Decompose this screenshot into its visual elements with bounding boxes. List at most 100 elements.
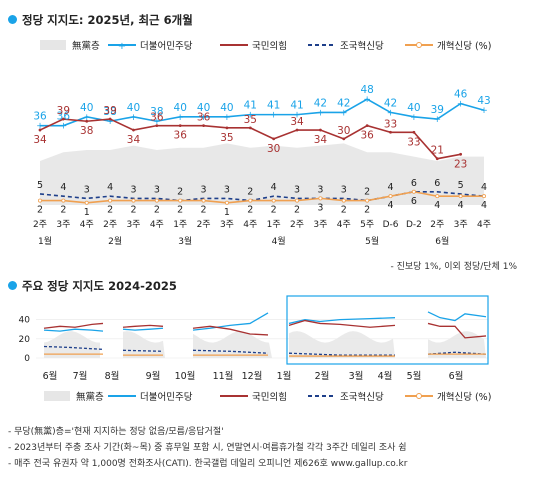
x-week-label: 1주 xyxy=(173,219,187,230)
reform-value-label: 2 xyxy=(294,205,300,216)
minjoo-value-label: 41 xyxy=(244,100,257,112)
minjoo-value-label: 40 xyxy=(220,102,233,114)
ppp-marker xyxy=(319,128,322,132)
reform-marker xyxy=(435,194,440,199)
y-tick-label: 20 xyxy=(19,335,31,345)
ppp-value-label: 34 xyxy=(314,134,328,146)
reform-value-label: 4 xyxy=(434,200,440,211)
reform-marker xyxy=(154,198,159,203)
cho-value-label: 3 xyxy=(224,184,230,195)
x-week-label: 3주 xyxy=(220,219,234,230)
y-tick-label: 40 xyxy=(19,316,31,326)
minjoo-value-label: 39 xyxy=(431,104,444,116)
reform-marker xyxy=(458,194,463,199)
reform-marker xyxy=(388,194,393,199)
footnote-1: - 무당(無黨)층='현재 지지하는 정당 없음/모름/응답거절' xyxy=(8,427,224,437)
legend-reform-marker xyxy=(416,42,422,48)
footnote-2: - 2023년부터 주충 조사 기간(화~목) 중 휴무일 포함 시, 연말연시… xyxy=(8,443,407,453)
x-month-label: 6월 xyxy=(43,370,58,382)
legend-reform-marker xyxy=(416,393,422,399)
cho-value-label: 6 xyxy=(434,178,440,189)
minjoo-value-label: 41 xyxy=(290,100,303,112)
reform-marker xyxy=(61,198,66,203)
cho-value-label: 3 xyxy=(130,184,136,195)
reform-marker xyxy=(411,189,416,194)
x-month-label: 2월 xyxy=(108,235,122,247)
minjoo-value-label: 41 xyxy=(267,100,280,112)
minjoo-value-label: 36 xyxy=(33,111,47,123)
ppp-value-label: 21 xyxy=(431,145,444,157)
reform-marker xyxy=(248,198,253,203)
legend-label: 더불어민주당 xyxy=(140,392,193,403)
x-week-label: 4주 xyxy=(477,219,491,230)
minjoo-value-label: 43 xyxy=(477,95,490,107)
reform-value-label: 2 xyxy=(271,205,277,216)
ppp-value-label: 33 xyxy=(384,118,397,130)
reform-value-label: 2 xyxy=(60,205,66,216)
ppp-marker xyxy=(272,137,276,141)
reform-value-label: 3 xyxy=(317,202,323,213)
ppp-marker xyxy=(132,128,135,132)
minjoo-line xyxy=(288,317,396,325)
x-month-label: 8월 xyxy=(105,370,120,382)
chart1-title: 정당 지지도: 2025년, 최근 6개월 xyxy=(8,12,193,28)
ppp-marker xyxy=(85,119,89,123)
x-month-label: 7월 xyxy=(73,370,88,382)
legend-label: 국민의힘 xyxy=(252,392,287,403)
ppp-line xyxy=(122,324,164,328)
ppp-line xyxy=(192,325,269,336)
cho-value-label: 5 xyxy=(37,180,43,191)
reform-value-label: 4 xyxy=(458,200,464,211)
mudang-area xyxy=(40,143,484,205)
cho-line xyxy=(192,349,269,354)
x-month-label: 2월 xyxy=(315,370,330,382)
mudang-area xyxy=(289,331,395,358)
mudang-area xyxy=(193,331,272,358)
reform-line xyxy=(40,190,484,204)
x-week-label: 4주 xyxy=(337,219,351,230)
cho-value-label: 3 xyxy=(294,184,300,195)
minjoo-marker: + xyxy=(457,100,465,110)
ppp-value-label: 36 xyxy=(197,112,211,124)
highlight-box xyxy=(286,295,489,365)
legend-label: 개혁신당 (%) xyxy=(437,41,491,52)
minjoo-value-label: 40 xyxy=(197,102,210,114)
ppp-marker xyxy=(38,128,42,132)
x-month-label: 9월 xyxy=(146,370,161,382)
legend-mudang-swatch xyxy=(40,40,66,50)
minjoo-marker: + xyxy=(387,108,395,118)
minjoo-marker: + xyxy=(247,111,255,121)
x-month-label: 6월 xyxy=(435,235,449,247)
cho-line xyxy=(288,352,395,356)
reform-marker xyxy=(131,198,136,203)
minjoo-value-label: 38 xyxy=(150,106,163,118)
ppp-line xyxy=(288,319,396,328)
cho-value-label: 3 xyxy=(84,184,90,195)
ppp-value-label: 36 xyxy=(150,112,164,124)
cho-value-label: 5 xyxy=(458,180,464,191)
minjoo-marker: + xyxy=(36,122,44,132)
ppp-value-label: 34 xyxy=(290,116,304,128)
cho-line xyxy=(43,345,104,351)
minjoo-marker: + xyxy=(270,111,278,121)
minjoo-marker: + xyxy=(363,95,371,105)
legend-label: 더불어민주당 xyxy=(140,41,193,52)
reform-value-label: 4 xyxy=(481,200,487,211)
x-week-label: 3주 xyxy=(454,219,468,230)
x-month-label: 1월 xyxy=(38,235,52,247)
ppp-marker xyxy=(178,124,182,128)
x-week-label: 2주 xyxy=(290,219,304,230)
x-month-label: 1월 xyxy=(277,370,292,382)
minjoo-value-label: 42 xyxy=(384,97,397,109)
legend-label: 조국혁신당 xyxy=(340,392,384,403)
legend-label: 개혁신당 (%) xyxy=(437,392,491,403)
y-tick-label: 0 xyxy=(24,354,30,364)
ppp-marker xyxy=(389,130,392,134)
minjoo-marker: + xyxy=(223,113,231,123)
chart1-svg: 無黨층 + 더불어민주당 국민의힘 조국혁신당 개혁신당 (%) + + + + + + + + + + + + +… xyxy=(33,40,491,247)
x-month-label: 5월 xyxy=(365,235,379,247)
x-week-label: 4주 xyxy=(80,219,94,230)
legend-mudang-swatch xyxy=(44,391,70,401)
ppp-value-label: 39 xyxy=(57,105,70,117)
reform-value-label: 6 xyxy=(411,196,417,207)
